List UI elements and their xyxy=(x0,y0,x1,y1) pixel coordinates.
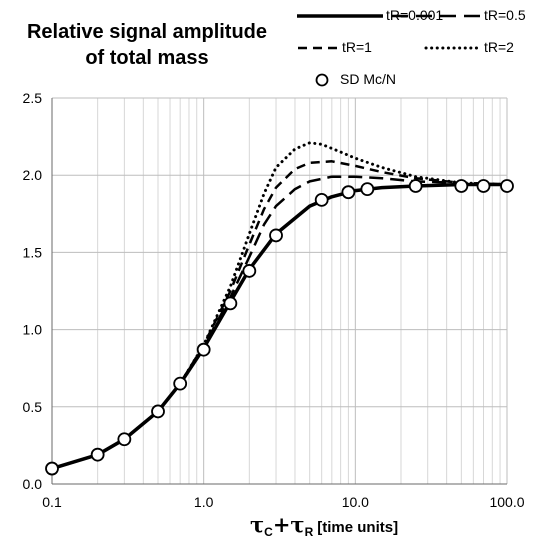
y-tick-label: 1.5 xyxy=(23,244,43,260)
x-axis-title-plus: + xyxy=(272,512,291,537)
data-point-sd-mc-n xyxy=(196,342,211,357)
data-point-sd-mc-n xyxy=(360,182,375,196)
x-tick-label: 10.0 xyxy=(342,494,369,510)
legend-label-tR-2: tR=2 xyxy=(484,39,514,55)
data-point-sd-mc-n xyxy=(45,461,59,476)
legend-layer xyxy=(297,14,484,87)
data-point-sd-mc-n xyxy=(476,179,491,193)
x-axis-title-sub-c: C xyxy=(264,525,273,540)
grid-layer xyxy=(51,97,508,485)
series-line-tR-2 xyxy=(50,141,509,471)
x-tick-label: 1.0 xyxy=(194,494,214,510)
data-point-sd-mc-n xyxy=(223,296,238,311)
legend-label-tR-1: tR=1 xyxy=(342,39,372,55)
y-tick-label: 0.5 xyxy=(23,399,43,415)
x-tick-label: 100.0 xyxy=(489,494,524,510)
marker-layer xyxy=(45,179,514,476)
y-tick-label: 1.0 xyxy=(23,322,43,338)
series-line-tR-0-001 xyxy=(50,182,509,471)
y-tick-label: 2.0 xyxy=(23,167,43,183)
data-point-sd-mc-n xyxy=(408,179,423,193)
x-axis-title: τC+τR [time units] xyxy=(250,512,398,539)
x-axis-title-sub-r: R xyxy=(304,525,314,540)
x-axis-title-tau-r: τ xyxy=(290,512,305,537)
legend-swatch-sd-mc-n xyxy=(315,73,329,87)
data-point-sd-mc-n xyxy=(314,193,329,207)
series-layer xyxy=(50,141,509,471)
legend-label-tR-0-001: tR=0.001 xyxy=(386,7,444,23)
data-point-sd-mc-n xyxy=(173,376,188,391)
legend-label-sd-mc-n: SD Mc/N xyxy=(340,71,396,87)
axis-layer: 0.0 0.5 1.0 1.5 2.0 2.5 0.1 1.0 10.0 100.0 xyxy=(23,90,525,510)
data-point-sd-mc-n xyxy=(151,404,165,419)
data-point-sd-mc-n xyxy=(269,228,283,243)
y-tick-label: 2.5 xyxy=(23,90,43,106)
chart-title-line-2: of total mass xyxy=(85,47,209,69)
data-point-sd-mc-n xyxy=(117,432,132,447)
chart-title-line-1: Relative signal amplitude xyxy=(26,21,268,43)
x-axis-title-tau-c: τ xyxy=(250,512,265,537)
series-line-tR-0-5 xyxy=(51,175,508,470)
data-point-sd-mc-n xyxy=(500,179,514,193)
series-line-tR-1 xyxy=(51,160,508,470)
data-point-sd-mc-n xyxy=(454,179,469,193)
data-point-sd-mc-n xyxy=(242,264,257,278)
x-tick-label: 0.1 xyxy=(42,494,62,510)
data-point-sd-mc-n xyxy=(341,185,356,200)
data-point-sd-mc-n xyxy=(90,447,105,462)
x-axis-title-unit: [time units] xyxy=(317,519,399,536)
y-tick-label: 0.0 xyxy=(23,476,43,492)
legend-label-tR-0-5: tR=0.5 xyxy=(484,7,526,23)
